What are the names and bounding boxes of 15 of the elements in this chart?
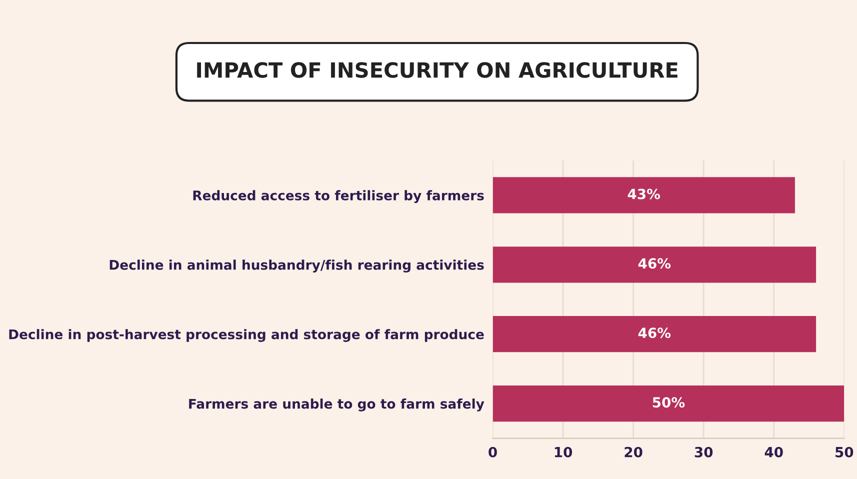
data-label: 46%	[638, 258, 671, 269]
x-tick-label: 30	[694, 446, 713, 458]
y-tick-label: Decline in animal husbandry/fish rearing activities	[110, 260, 484, 273]
x-tick-label: 10	[554, 446, 572, 458]
x-tick-label: 50	[836, 446, 854, 458]
x-tick-label: 0	[488, 446, 497, 458]
y-tick-label: Farmers are unable to go to farm safely	[189, 398, 484, 412]
chart-title: IMPACT OF INSECURITY ON AGRICULTURE	[197, 62, 678, 78]
y-tick-label: Decline in post-harvest processing and storage of farm produce	[9, 329, 484, 342]
data-label: 43%	[628, 188, 660, 200]
x-tick-label: 40	[764, 446, 783, 458]
y-tick-label: Reduced access to fertiliser by farmers	[193, 190, 484, 204]
x-tick-label: 20	[624, 446, 642, 458]
data-label: 50%	[652, 397, 685, 408]
data-label: 46%	[638, 328, 671, 338]
